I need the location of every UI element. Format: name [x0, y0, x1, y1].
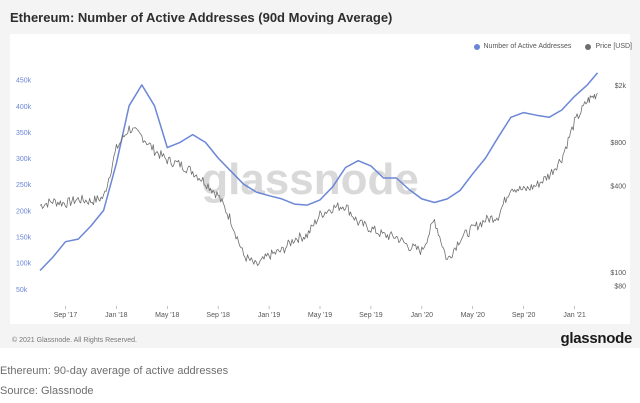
- y-right-tick-label: $800: [610, 140, 626, 147]
- y-left-tick-label: 350k: [16, 130, 32, 137]
- y-left-tick-label: 50k: [16, 287, 28, 294]
- y-right-tick-label: $2k: [615, 83, 627, 90]
- plot-area: glassnode 50k 100k 150k 200k 250k 300k 350k 400…: [10, 34, 630, 324]
- legend-dot-addresses: [473, 43, 480, 50]
- y-left-tick-label: 200k: [16, 208, 32, 215]
- x-tick-label: Sep '19: [359, 312, 383, 319]
- figure-source: Source: Glassnode: [0, 385, 94, 397]
- y-left-tick-label: 250k: [16, 182, 32, 189]
- legend-label-price: Price [USD]: [595, 43, 632, 50]
- y-left-tick-label: 300k: [16, 156, 32, 163]
- chart-frame: Ethereum: Number of Active Addresses (90…: [0, 0, 640, 348]
- chart-svg: glassnode 50k 100k 150k 200k 250k 300k 350k 400…: [16, 72, 627, 319]
- legend: Number of Active Addresses Price [USD]: [473, 43, 632, 50]
- x-tick-label: May '19: [308, 312, 332, 319]
- y-left-tick-label: 450k: [16, 78, 32, 85]
- legend-item-addresses[interactable]: Number of Active Addresses: [473, 43, 572, 50]
- x-tick-label: Jan '21: [563, 312, 585, 319]
- figure-caption: Ethereum: 90-day average of active addre…: [0, 365, 229, 377]
- y-left-tick-label: 100k: [16, 261, 32, 268]
- copyright-text: © 2021 Glassnode. All Rights Reserved.: [12, 337, 138, 344]
- legend-label-addresses: Number of Active Addresses: [483, 43, 572, 50]
- chart-title: Ethereum: Number of Active Addresses (90…: [10, 10, 393, 25]
- y-right-tick-label: $100: [610, 270, 626, 277]
- y-left-tick-label: 150k: [16, 235, 32, 242]
- x-tick-label: Sep '17: [54, 312, 78, 319]
- brand-logo-text: glassnode: [560, 330, 633, 347]
- legend-dot-price: [585, 43, 592, 50]
- x-tick-label: May '18: [155, 312, 179, 319]
- y-right-tick-label: $400: [610, 183, 626, 190]
- legend-item-price[interactable]: Price [USD]: [585, 43, 632, 50]
- x-tick-label: Jan '19: [258, 312, 280, 319]
- y-left-tick-label: 400k: [16, 104, 32, 111]
- x-tick-label: May '20: [461, 312, 485, 319]
- series-line-price: [39, 93, 598, 266]
- x-tick-label: Jan '20: [411, 312, 433, 319]
- series-line-active-addresses: [39, 72, 599, 272]
- x-tick-label: Jan '18: [105, 312, 127, 319]
- watermark-text: glassnode: [201, 155, 419, 204]
- x-tick-label: Sep '20: [512, 312, 536, 319]
- x-tick-label: Sep '18: [206, 312, 230, 319]
- y-right-tick-label: $80: [614, 284, 626, 291]
